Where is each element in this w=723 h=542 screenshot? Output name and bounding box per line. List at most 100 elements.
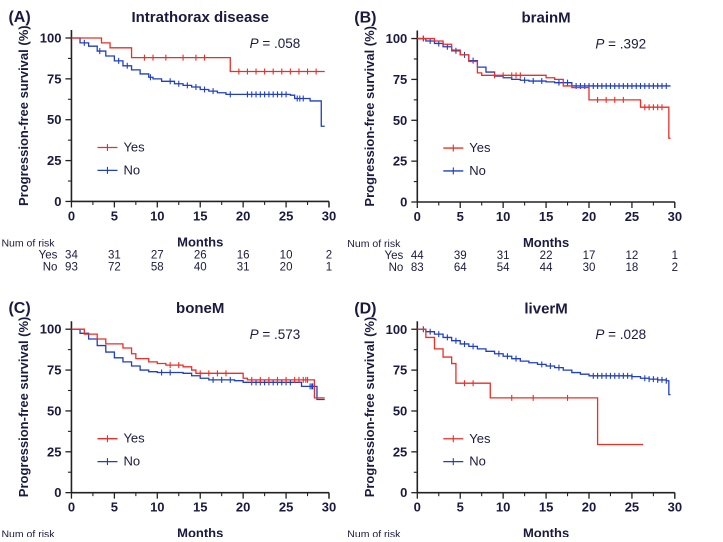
svg-text:brainM: brainM: [521, 10, 570, 27]
svg-text:44: 44: [540, 262, 553, 274]
svg-text:(A): (A): [8, 9, 30, 26]
svg-text:Progression-free survival (%): Progression-free survival (%): [362, 26, 377, 207]
svg-text:P = .392: P = .392: [595, 36, 646, 51]
svg-text:10: 10: [150, 500, 164, 515]
svg-text:5: 5: [457, 209, 464, 224]
svg-text:20: 20: [236, 208, 250, 223]
svg-text:50: 50: [47, 112, 61, 127]
svg-text:Progression-free survival (%): Progression-free survival (%): [362, 317, 377, 498]
svg-text:(D): (D): [354, 300, 376, 317]
svg-text:No: No: [123, 454, 140, 469]
svg-text:30: 30: [668, 209, 682, 224]
svg-text:(B): (B): [354, 10, 376, 27]
svg-text:Progression-free survival (%): Progression-free survival (%): [16, 317, 31, 498]
svg-text:25: 25: [625, 209, 639, 224]
svg-text:Num of risk: Num of risk: [347, 529, 401, 537]
svg-text:Months: Months: [177, 526, 223, 537]
svg-text:Num of risk: Num of risk: [347, 238, 401, 250]
svg-text:Months: Months: [523, 235, 569, 250]
svg-text:P = .573: P = .573: [250, 327, 301, 342]
svg-text:83: 83: [411, 262, 424, 274]
svg-text:Num of risk: Num of risk: [1, 529, 55, 537]
svg-text:0: 0: [400, 195, 407, 210]
svg-text:Yes: Yes: [123, 431, 145, 446]
svg-text:31: 31: [497, 250, 510, 262]
svg-text:0: 0: [54, 485, 61, 500]
svg-text:Yes: Yes: [469, 431, 491, 446]
svg-text:26: 26: [194, 249, 207, 261]
svg-text:0: 0: [68, 208, 75, 223]
svg-text:22: 22: [540, 250, 553, 262]
svg-text:25: 25: [47, 444, 61, 459]
svg-text:0: 0: [414, 500, 421, 515]
svg-text:50: 50: [393, 403, 407, 418]
svg-text:27: 27: [151, 249, 164, 261]
svg-text:50: 50: [47, 403, 61, 418]
svg-text:25: 25: [393, 154, 407, 169]
svg-text:25: 25: [279, 500, 293, 515]
svg-text:15: 15: [193, 208, 207, 223]
svg-text:0: 0: [414, 209, 421, 224]
svg-text:10: 10: [496, 209, 510, 224]
svg-text:1: 1: [672, 250, 678, 262]
svg-text:No: No: [389, 262, 404, 274]
svg-text:No: No: [43, 261, 58, 273]
svg-text:Months: Months: [523, 526, 569, 537]
svg-text:17: 17: [583, 250, 596, 262]
svg-text:40: 40: [194, 261, 207, 273]
svg-text:Yes: Yes: [123, 140, 145, 155]
svg-text:liverM: liverM: [524, 300, 567, 317]
svg-text:1: 1: [326, 261, 332, 273]
svg-text:10: 10: [280, 249, 293, 261]
svg-text:54: 54: [497, 262, 510, 274]
svg-text:5: 5: [111, 500, 118, 515]
svg-text:25: 25: [393, 444, 407, 459]
svg-text:30: 30: [322, 500, 336, 515]
svg-text:75: 75: [393, 363, 407, 378]
svg-text:No: No: [469, 454, 486, 469]
svg-text:93: 93: [65, 261, 78, 273]
svg-text:12: 12: [626, 250, 639, 262]
svg-text:64: 64: [454, 262, 467, 274]
svg-text:58: 58: [151, 261, 164, 273]
svg-text:P = .028: P = .028: [595, 327, 646, 342]
svg-text:15: 15: [539, 209, 553, 224]
svg-text:boneM: boneM: [176, 300, 224, 317]
svg-text:2: 2: [672, 262, 678, 274]
svg-text:Months: Months: [177, 234, 223, 249]
svg-text:16: 16: [237, 249, 250, 261]
svg-text:15: 15: [193, 500, 207, 515]
svg-text:75: 75: [47, 363, 61, 378]
svg-text:0: 0: [54, 194, 61, 209]
svg-text:Yes: Yes: [385, 250, 404, 262]
svg-text:44: 44: [411, 250, 424, 262]
svg-text:5: 5: [111, 208, 118, 223]
svg-text:50: 50: [393, 113, 407, 128]
svg-text:(C): (C): [8, 300, 30, 317]
svg-text:31: 31: [108, 249, 121, 261]
svg-text:15: 15: [539, 500, 553, 515]
svg-text:20: 20: [582, 209, 596, 224]
svg-text:72: 72: [108, 261, 121, 273]
svg-text:20: 20: [582, 500, 596, 515]
svg-text:75: 75: [393, 72, 407, 87]
svg-text:25: 25: [279, 208, 293, 223]
svg-text:20: 20: [280, 261, 293, 273]
svg-text:30: 30: [583, 262, 596, 274]
svg-text:100: 100: [386, 322, 408, 337]
svg-text:100: 100: [386, 31, 408, 46]
svg-text:39: 39: [454, 250, 467, 262]
svg-text:25: 25: [47, 153, 61, 168]
svg-text:No: No: [469, 163, 486, 178]
svg-text:5: 5: [457, 500, 464, 515]
svg-text:Yes: Yes: [469, 140, 491, 155]
svg-text:18: 18: [626, 262, 639, 274]
svg-text:Yes: Yes: [39, 249, 58, 261]
svg-text:30: 30: [668, 500, 682, 515]
svg-text:P = .058: P = .058: [250, 36, 301, 51]
svg-text:No: No: [123, 162, 140, 177]
svg-text:100: 100: [40, 322, 62, 337]
svg-text:30: 30: [322, 208, 336, 223]
svg-text:2: 2: [326, 249, 332, 261]
svg-text:Progression-free survival (%): Progression-free survival (%): [16, 25, 31, 206]
